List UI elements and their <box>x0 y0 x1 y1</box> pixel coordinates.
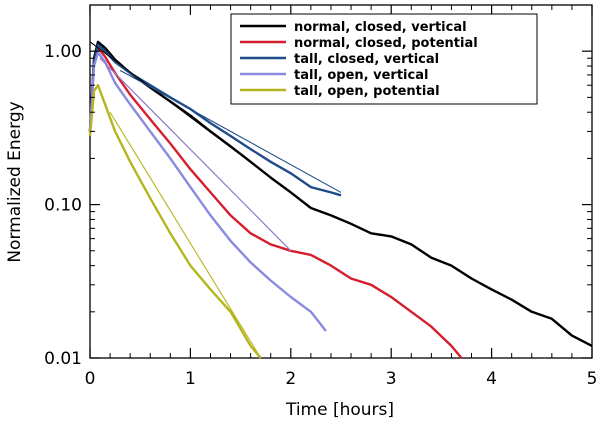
x-tick-label: 1 <box>185 369 196 389</box>
legend-label: normal, closed, vertical <box>294 20 467 35</box>
fit-line-3 <box>99 57 292 252</box>
x-tick-label: 2 <box>285 369 296 389</box>
x-tick-label: 5 <box>587 369 598 389</box>
fit-line-0 <box>89 41 292 193</box>
legend-label: tall, open, vertical <box>294 68 428 83</box>
x-axis-label: Time [hours] <box>285 400 394 420</box>
y-tick-label: 0.10 <box>44 196 82 216</box>
legend-label: tall, closed, vertical <box>294 52 439 67</box>
fit-layer <box>89 41 342 359</box>
fit-line-4 <box>109 111 262 359</box>
x-tick-label: 3 <box>386 369 397 389</box>
series-line-4 <box>88 83 262 359</box>
x-tick-label: 0 <box>85 369 96 389</box>
fit-line-2 <box>119 69 342 193</box>
plot-frame <box>89 4 593 359</box>
legend-label: normal, closed, potential <box>294 36 478 51</box>
legend-label: tall, open, potential <box>294 84 440 99</box>
series-layer <box>88 40 593 359</box>
series-line-3 <box>88 51 327 332</box>
series-line-1 <box>88 46 463 359</box>
y-tick-label: 1.00 <box>44 42 82 62</box>
y-axis-label: Normalized Energy <box>5 101 25 262</box>
ticks-layer: 0 1 2 3 4 5 0.01 0.10 1.00 <box>44 4 598 389</box>
y-tick-label: 0.01 <box>44 349 82 369</box>
x-tick-label: 4 <box>486 369 497 389</box>
